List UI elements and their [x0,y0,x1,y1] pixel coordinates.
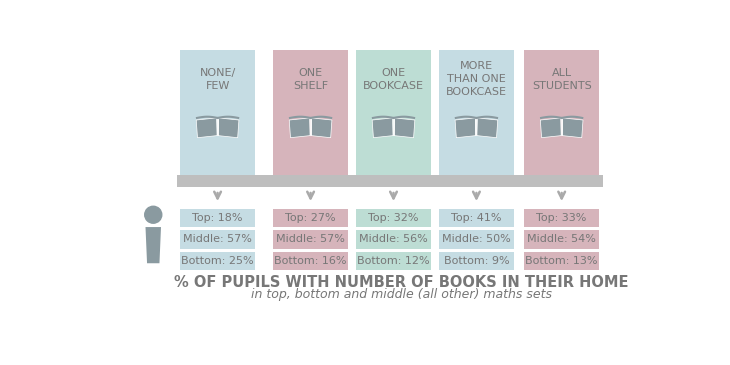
Polygon shape [311,118,332,138]
Bar [273,230,347,249]
Bar [356,208,431,227]
Polygon shape [477,118,498,138]
Text: Bottom: 25%: Bottom: 25% [181,256,254,266]
Bar [439,252,514,270]
Polygon shape [562,118,583,138]
Bar [356,230,431,249]
Polygon shape [372,118,393,138]
Text: Middle: 56%: Middle: 56% [359,234,428,245]
Text: Middle: 50%: Middle: 50% [442,234,511,245]
Bar [273,252,347,270]
Text: ONE
SHELF: ONE SHELF [293,68,328,91]
Text: Top: 41%: Top: 41% [451,213,502,223]
Text: Middle: 54%: Middle: 54% [527,234,596,245]
Bar [439,50,514,175]
Text: Top: 33%: Top: 33% [537,213,587,223]
Bar [356,50,431,175]
Bar [177,175,603,187]
Polygon shape [540,118,561,138]
Text: Bottom: 13%: Bottom: 13% [526,256,598,266]
Text: % OF PUPILS WITH NUMBER OF BOOKS IN THEIR HOME: % OF PUPILS WITH NUMBER OF BOOKS IN THEI… [174,275,629,290]
Text: Middle: 57%: Middle: 57% [183,234,252,245]
Text: ONE
BOOKCASE: ONE BOOKCASE [363,68,424,91]
Text: in top, bottom and middle (all other) maths sets: in top, bottom and middle (all other) ma… [250,288,552,301]
Bar [180,50,255,175]
Bar [524,208,599,227]
Text: Bottom: 9%: Bottom: 9% [444,256,510,266]
Text: NONE/
FEW: NONE/ FEW [199,68,236,91]
Text: Bottom: 12%: Bottom: 12% [357,256,430,266]
Text: Top: 27%: Top: 27% [285,213,336,223]
Bar [439,230,514,249]
Text: MORE
THAN ONE
BOOKCASE: MORE THAN ONE BOOKCASE [446,61,507,97]
Circle shape [145,206,162,223]
Bar [180,208,255,227]
Text: Top: 32%: Top: 32% [368,213,419,223]
Text: ALL
STUDENTS: ALL STUDENTS [531,68,591,91]
Bar [273,50,347,175]
Polygon shape [455,118,476,138]
Bar [439,208,514,227]
Polygon shape [394,118,415,138]
Text: Bottom: 16%: Bottom: 16% [274,256,347,266]
Polygon shape [145,227,161,263]
Polygon shape [218,118,239,138]
Polygon shape [289,118,310,138]
Polygon shape [196,118,217,138]
Bar [524,230,599,249]
Text: Middle: 57%: Middle: 57% [276,234,345,245]
Bar [524,252,599,270]
Bar [356,252,431,270]
Bar [180,230,255,249]
Bar [524,50,599,175]
Text: Top: 18%: Top: 18% [192,213,243,223]
Bar [273,208,347,227]
Bar [180,252,255,270]
